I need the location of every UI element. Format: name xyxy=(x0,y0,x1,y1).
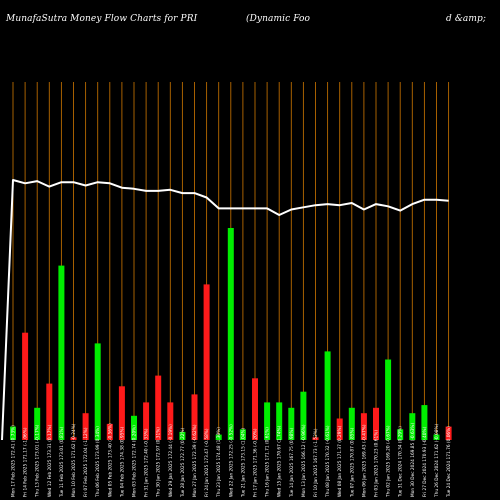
x-tick-label: Mon 06 Jan 2025 169.43 (-0.47%) xyxy=(361,424,367,497)
money-flow-bar xyxy=(433,434,440,440)
money-flow-bar xyxy=(252,378,258,440)
money-flow-bar xyxy=(179,431,186,440)
money-flow-bar xyxy=(143,402,150,440)
money-flow-bar xyxy=(70,437,77,440)
price-line-path xyxy=(1,179,449,441)
money-flow-bar xyxy=(167,402,174,440)
money-flow-bar xyxy=(215,434,222,440)
x-tick-label: Tue 24 Dec 2024 171.76 (0.06%) xyxy=(446,426,452,498)
x-tick-label: Tue 04 Feb 2025 174.38 (0.95%) xyxy=(119,426,125,498)
money-flow-bar xyxy=(300,391,307,440)
x-tick-label: Tue 11 Feb 2025 173.01 (0.81%) xyxy=(59,426,65,498)
x-axis-labels: Mon 17 Feb 2025 172.41 (0.73%) Fri 14 Feb… xyxy=(11,422,453,498)
x-tick-label: Mon 17 Feb 2025 172.41 (0.73%) xyxy=(11,425,17,497)
x-tick-label: Mon 27 Jan 2025 172.39 (-0.62%) xyxy=(192,424,198,497)
money-flow-bar xyxy=(385,359,392,440)
money-flow-bar xyxy=(276,402,283,440)
x-tick-label: Fri 31 Jan 2025 172.40 (-0.33%) xyxy=(144,428,150,497)
money-flow-bar xyxy=(324,351,331,440)
x-tick-label: Tue 21 Jan 2025 173.15 (1.04%) xyxy=(240,427,246,498)
money-flow-bar xyxy=(10,426,16,440)
x-tick-label: Thu 16 Jan 2025 171.71 (0.61%) xyxy=(265,427,271,498)
x-tick-label: Thu 13 Feb 2025 173.01 (-0.17%) xyxy=(35,424,41,498)
x-tick-label: Tue 14 Jan 2025 167.75 (0.98%) xyxy=(289,427,295,498)
money-flow-bar xyxy=(239,429,246,440)
money-flow-bars xyxy=(10,228,452,440)
money-flow-bar xyxy=(58,265,65,440)
x-tick-label: Tue 28 Jan 2025 172.77 (0.22%) xyxy=(180,427,186,498)
money-flow-bar xyxy=(34,407,41,440)
chart-title: MunafaSutra Money Flow Charts for PRI xyxy=(6,14,198,24)
money-flow-bar xyxy=(421,405,428,440)
x-tick-label: Fri 14 Feb 2025 171.17 (-1.06%) xyxy=(23,427,29,497)
money-flow-bar xyxy=(288,407,295,440)
x-tick-label: Wed 12 Feb 2025 173.31 (0.17%) xyxy=(47,424,53,497)
x-tick-label: Thu 26 Dec 2024 171.62 (-0.08%) xyxy=(434,423,440,498)
money-flow-bar xyxy=(106,423,113,440)
x-tick-label: Wed 22 Jan 2025 172.25 (-0.52%) xyxy=(228,424,234,497)
money-flow-bar xyxy=(312,437,319,440)
company-name-tail: d &amp; xyxy=(446,14,487,24)
money-flow-bar xyxy=(46,383,53,440)
x-tick-label: Thu 02 Jan 2025 169.20 (-0.67%) xyxy=(386,425,392,498)
money-flow-bar xyxy=(131,415,137,440)
money-flow-bar xyxy=(445,426,452,440)
money-flow-bar xyxy=(336,418,343,440)
x-tick-label: Fri 27 Dec 2024 170.93 (-0.40%) xyxy=(422,426,428,497)
x-tick-label: Fri 07 Feb 2025 172.04 (-1.12%) xyxy=(83,427,89,497)
money-flow-bar xyxy=(264,402,271,440)
money-flow-bar xyxy=(94,343,101,440)
money-flow-bar xyxy=(360,413,367,440)
x-tick-label: Tue 07 Jan 2025 170.87 (0.85%) xyxy=(349,427,355,498)
x-tick-label: Wed 08 Jan 2025 171.37 (0.29%) xyxy=(337,425,343,497)
x-tick-label: Tue 31 Dec 2024 170.34 (0.29%) xyxy=(398,426,404,498)
money-flow-bar xyxy=(155,375,162,440)
money-flow-bar xyxy=(397,429,404,440)
money-flow-bar xyxy=(227,228,234,440)
money-flow-bar xyxy=(82,413,89,440)
money-flow-bar xyxy=(348,407,355,440)
money-flow-bar xyxy=(409,413,416,440)
money-flow-bar xyxy=(118,386,125,440)
money-flow-bar xyxy=(373,407,379,440)
x-tick-label: Mon 30 Dec 2024 169.85 (-0.63%) xyxy=(410,422,416,497)
x-tick-label: Thu 23 Jan 2025 174.48 (1.30%) xyxy=(216,427,222,498)
x-tick-label: Wed 15 Jan 2025 170.67 (1.74%) xyxy=(277,425,283,497)
x-tick-label: Wed 29 Jan 2025 172.44 (-0.19%) xyxy=(168,424,174,497)
company-name: (Dynamic Foo xyxy=(246,14,311,24)
x-tick-label: Thu 06 Feb 2025 173.99 (0.34%) xyxy=(95,426,101,498)
money-flow-bar xyxy=(203,284,210,440)
price-line xyxy=(1,179,449,441)
x-tick-label: Fri 03 Jan 2025 170.23 (0.61%) xyxy=(374,430,380,497)
x-tick-label: Fri 17 Jan 2025 171.36 (-0.20%) xyxy=(253,428,259,497)
money-flow-bar xyxy=(191,394,198,440)
x-tick-label: Fri 10 Jan 2025 167.73 (-1.52%) xyxy=(313,428,319,497)
x-tick-label: Thu 08 Jan 2025 170.32 (-0.61%) xyxy=(325,425,331,498)
x-tick-label: Mon 13 Jan 2025 166.12 (-0.96%) xyxy=(301,424,307,497)
x-tick-label: Thu 30 Jan 2025 172.97 (0.31%) xyxy=(156,427,162,498)
x-tick-label: Fri 24 Jan 2025 173.47 (-0.58%) xyxy=(204,428,210,497)
x-tick-label: Wed 05 Feb 2025 173.40 (-0.56%) xyxy=(107,423,113,497)
x-tick-label: Mon 10 Feb 2025 171.62 (-0.24%) xyxy=(71,423,77,497)
x-tick-label: Mon 03 Feb 2025 172.74 (0.20%) xyxy=(132,425,138,497)
money-flow-bar xyxy=(22,332,29,440)
